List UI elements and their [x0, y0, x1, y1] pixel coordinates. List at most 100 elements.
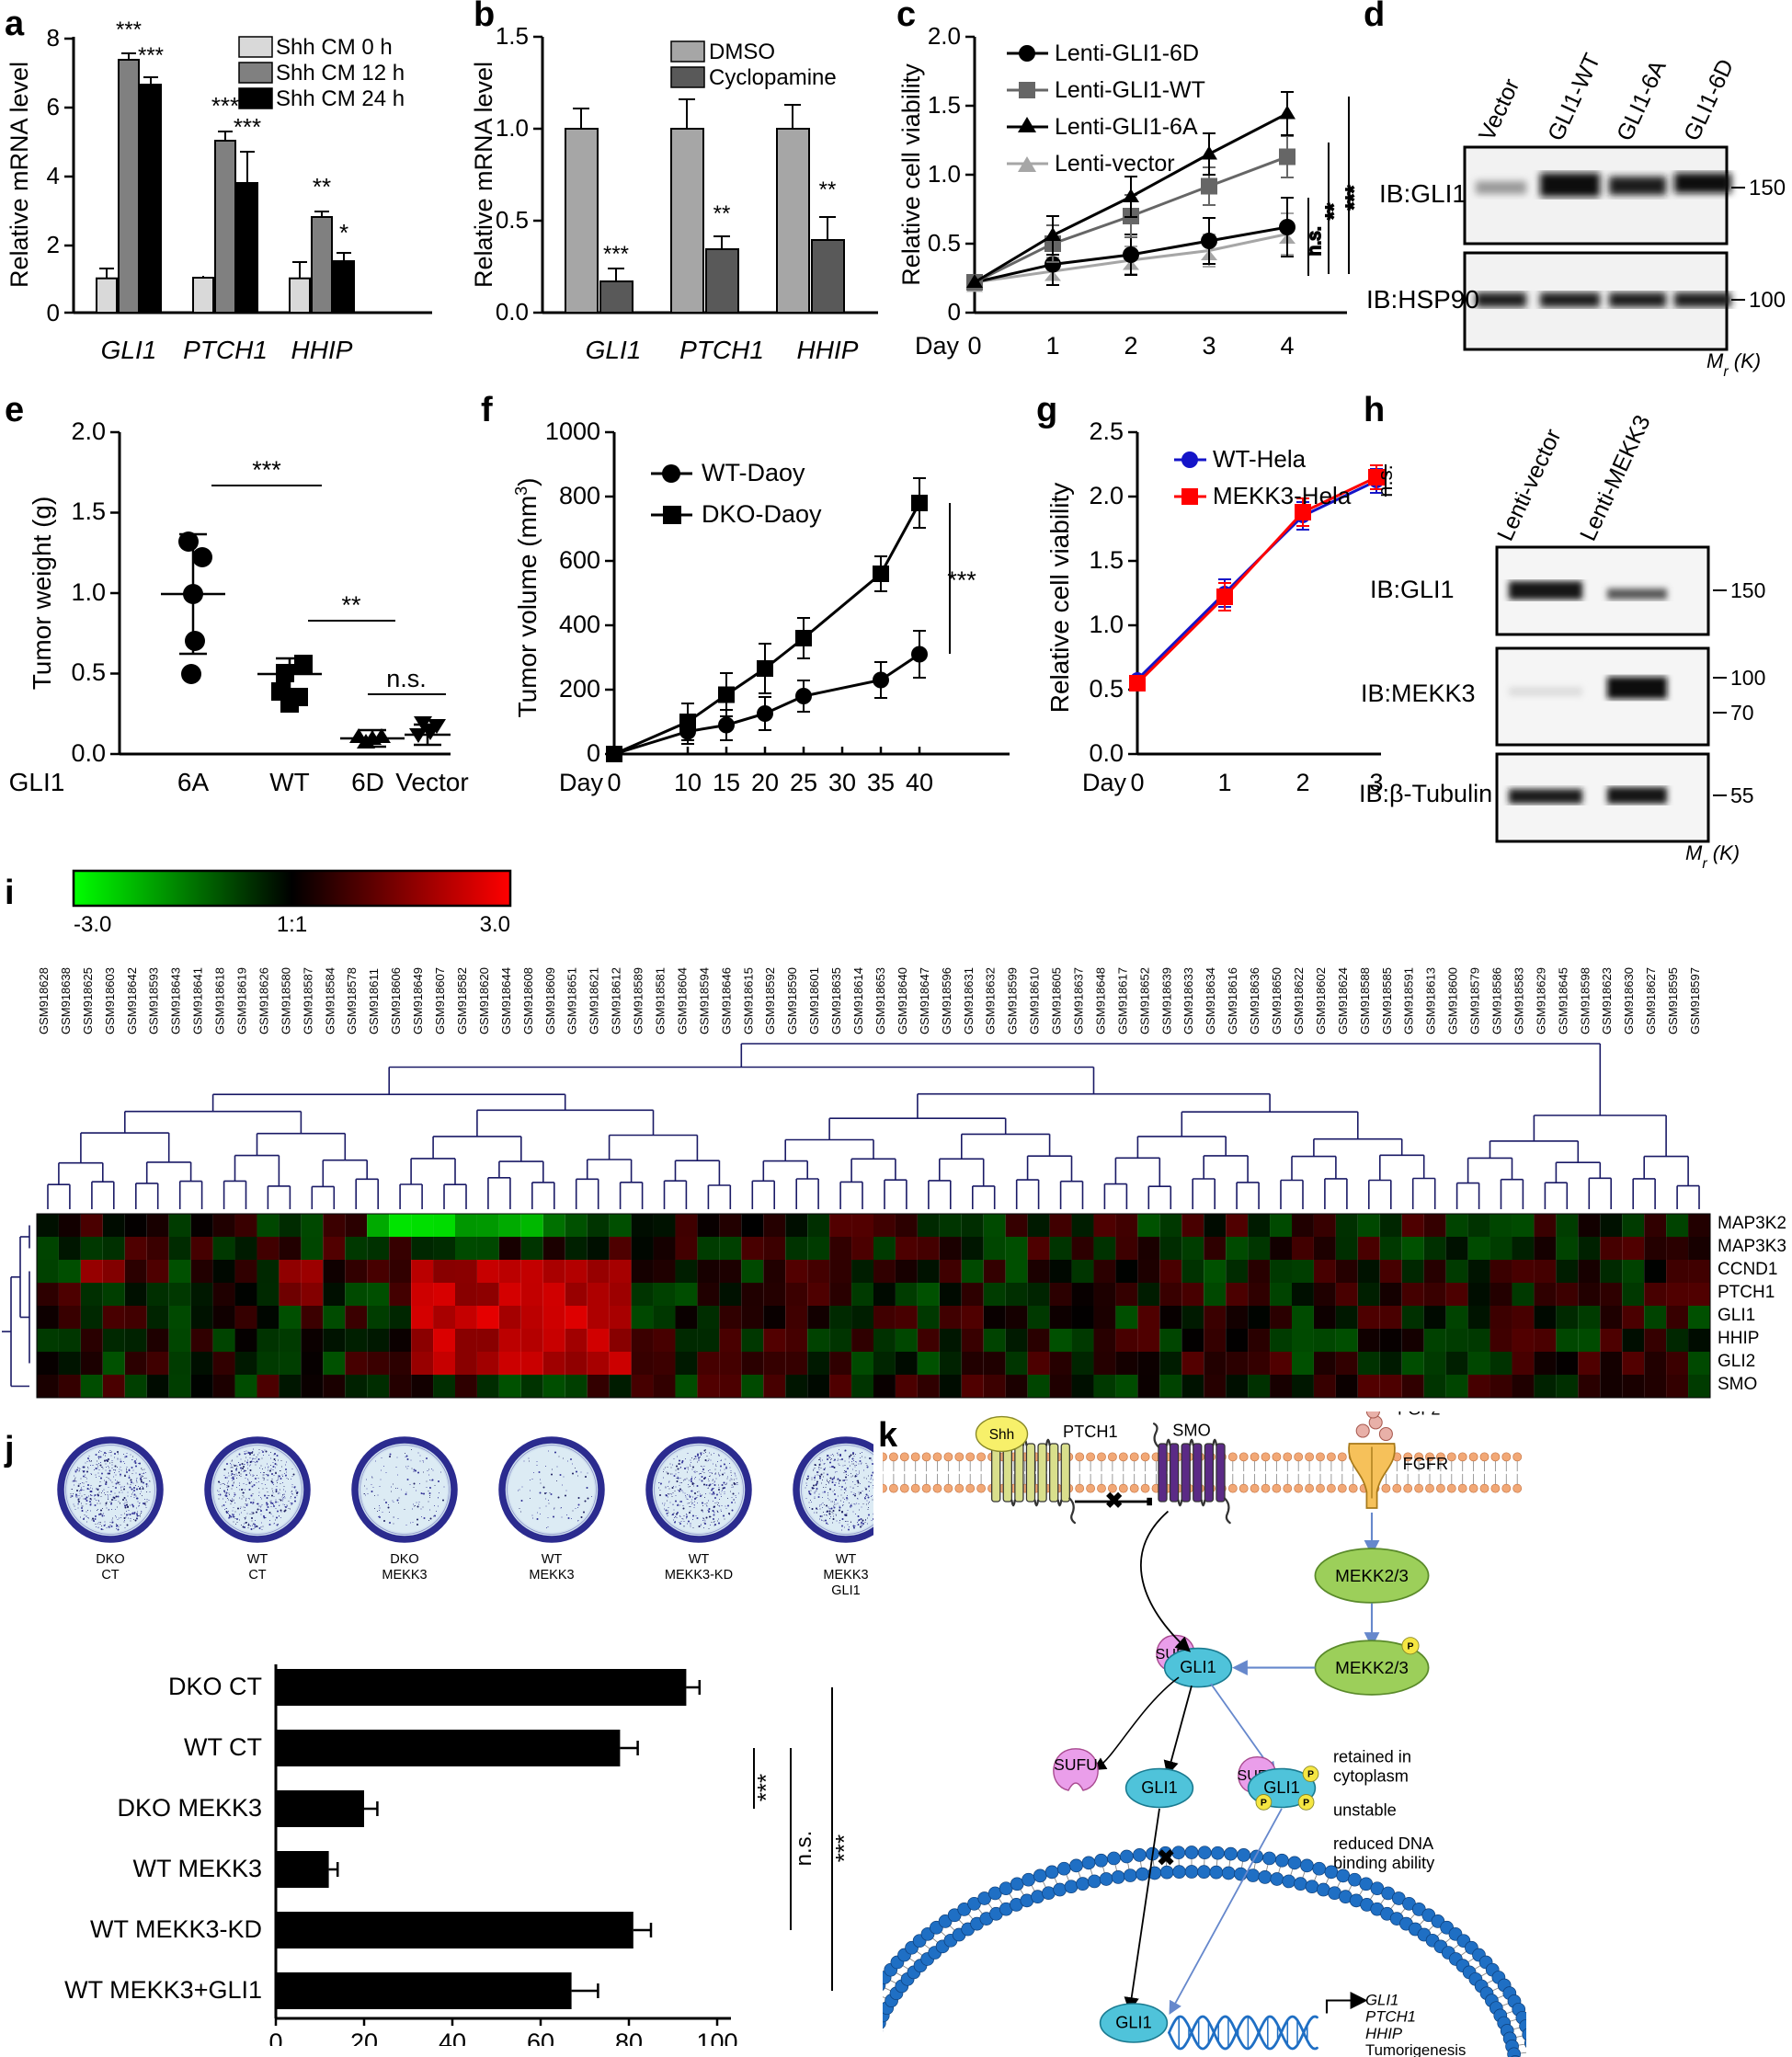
svg-text:MEKK3: MEKK3: [529, 1568, 574, 1583]
svg-text:WT-Hela: WT-Hela: [1213, 445, 1307, 473]
svg-text:WT: WT: [689, 1552, 710, 1567]
svg-text:20: 20: [751, 769, 779, 796]
svg-text:WT-Daoy: WT-Daoy: [702, 459, 805, 486]
svg-text:35: 35: [867, 769, 895, 796]
svg-text:WT MEKK3: WT MEKK3: [132, 1855, 262, 1882]
svg-text:2.0: 2.0: [928, 22, 961, 50]
svg-text:IB:MEKK3: IB:MEKK3: [1361, 680, 1476, 707]
svg-text:GSM918650: GSM918650: [1270, 967, 1284, 1034]
svg-text:IB:HSP90: IB:HSP90: [1366, 285, 1479, 314]
svg-text:GSM918586: GSM918586: [1490, 967, 1504, 1034]
svg-text:Lenti-GLI1-6A: Lenti-GLI1-6A: [1055, 114, 1198, 140]
svg-text:GSM918635: GSM918635: [829, 967, 843, 1034]
svg-text:GSM918623: GSM918623: [1600, 967, 1614, 1034]
svg-text:55: 55: [1730, 783, 1754, 807]
svg-text:Shh CM 0 h: Shh CM 0 h: [276, 35, 393, 60]
svg-text:100: 100: [1749, 288, 1786, 313]
svg-text:FGFR: FGFR: [1403, 1455, 1449, 1473]
svg-text:GSM918599: GSM918599: [1006, 967, 1020, 1034]
svg-text:MEKK3-KD: MEKK3-KD: [665, 1568, 733, 1583]
svg-text:GSM918626: GSM918626: [257, 967, 270, 1034]
svg-text:WT MEKK3+GLI1: WT MEKK3+GLI1: [64, 1976, 262, 2004]
svg-text:GSM918639: GSM918639: [1159, 967, 1173, 1034]
svg-text:0: 0: [607, 769, 621, 796]
svg-text:800: 800: [559, 482, 600, 509]
svg-text:Lenti-MEKK3: Lenti-MEKK3: [1575, 411, 1656, 544]
svg-text:GSM918616: GSM918616: [1226, 967, 1239, 1034]
svg-text:1.0: 1.0: [1089, 611, 1124, 638]
svg-text:GLI2: GLI2: [1718, 1352, 1755, 1371]
svg-text:GSM918625: GSM918625: [81, 967, 95, 1034]
svg-text:Day: Day: [559, 769, 604, 796]
svg-text:n.s.: n.s.: [792, 1831, 816, 1867]
svg-text:n.s.: n.s.: [1305, 226, 1325, 256]
svg-text:GSM918619: GSM918619: [235, 967, 249, 1034]
svg-text:0.0: 0.0: [496, 298, 529, 326]
svg-text:GSM918585: GSM918585: [1380, 967, 1394, 1034]
svg-text:GSM918584: GSM918584: [323, 967, 337, 1034]
svg-text:1.5: 1.5: [71, 497, 106, 525]
svg-text:2: 2: [1124, 332, 1137, 360]
svg-text:Shh CM 24 h: Shh CM 24 h: [276, 86, 405, 111]
svg-text:1.0: 1.0: [928, 160, 961, 188]
svg-text:150: 150: [1730, 578, 1765, 602]
svg-text:6A: 6A: [177, 768, 210, 796]
svg-text:IB:β-Tubulin: IB:β-Tubulin: [1359, 780, 1492, 807]
svg-text:GSM918643: GSM918643: [169, 967, 183, 1034]
svg-text:GSM918603: GSM918603: [103, 967, 117, 1034]
svg-text:GLI1: GLI1: [1115, 2014, 1151, 2032]
svg-text:GSM918631: GSM918631: [962, 967, 976, 1034]
svg-text:GSM918587: GSM918587: [301, 967, 314, 1034]
svg-text:2.0: 2.0: [71, 417, 106, 445]
svg-text:1.5: 1.5: [496, 22, 529, 50]
svg-text:Tumor volume (mm3): Tumor volume (mm3): [512, 478, 542, 718]
svg-text:Lenti-vector: Lenti-vector: [1055, 151, 1175, 177]
svg-text:-3.0: -3.0: [74, 912, 111, 937]
svg-text:GSM918609: GSM918609: [543, 967, 557, 1034]
svg-text:GLI1-6A: GLI1-6A: [1612, 56, 1672, 145]
svg-text:2: 2: [1295, 769, 1309, 796]
svg-text:P: P: [1303, 1797, 1309, 1808]
svg-text:GSM918647: GSM918647: [918, 967, 931, 1034]
svg-text:2.5: 2.5: [1089, 417, 1124, 445]
svg-text:GSM918610: GSM918610: [1028, 967, 1042, 1034]
svg-text:GSM918579: GSM918579: [1468, 967, 1482, 1034]
svg-text:1.0: 1.0: [496, 114, 529, 142]
svg-text:HHIP: HHIP: [797, 336, 859, 364]
svg-text:0.5: 0.5: [928, 229, 961, 257]
svg-text:Vector: Vector: [395, 768, 468, 796]
svg-text:reduced DNA: reduced DNA: [1333, 1834, 1434, 1853]
svg-text:**: **: [819, 177, 837, 202]
svg-text:GLI1: GLI1: [1718, 1306, 1755, 1325]
svg-text:0: 0: [587, 739, 600, 767]
svg-text:40: 40: [439, 2028, 466, 2046]
svg-text:HHIP: HHIP: [291, 336, 353, 364]
svg-text:CCND1: CCND1: [1718, 1260, 1777, 1279]
svg-text:Shh CM 12 h: Shh CM 12 h: [276, 61, 405, 86]
svg-text:***: ***: [234, 113, 261, 141]
svg-text:CT: CT: [248, 1568, 266, 1583]
svg-text:GSM918638: GSM918638: [59, 967, 73, 1034]
svg-text:GSM918590: GSM918590: [785, 967, 799, 1034]
svg-text:GSM918637: GSM918637: [1072, 967, 1086, 1034]
svg-text:15: 15: [713, 769, 740, 796]
svg-text:***: ***: [830, 1834, 858, 1862]
svg-text:***: ***: [947, 566, 976, 594]
svg-text:GLI1: GLI1: [1263, 1778, 1299, 1797]
svg-text:Lenti-GLI1-WT: Lenti-GLI1-WT: [1055, 77, 1205, 103]
svg-text:WT: WT: [836, 1552, 857, 1567]
svg-text:GSM918602: GSM918602: [1314, 967, 1328, 1034]
svg-text:6: 6: [47, 93, 60, 120]
svg-text:P: P: [1307, 1769, 1314, 1780]
svg-text:**: **: [713, 201, 731, 226]
svg-text:DKO-Daoy: DKO-Daoy: [702, 500, 822, 528]
svg-text:GSM918649: GSM918649: [411, 967, 425, 1034]
svg-text:1: 1: [1045, 332, 1059, 360]
svg-text:GSM918642: GSM918642: [125, 967, 139, 1034]
svg-text:GSM918592: GSM918592: [763, 967, 777, 1034]
svg-text:GSM918634: GSM918634: [1204, 967, 1217, 1034]
svg-text:4: 4: [47, 162, 60, 189]
svg-text:1.5: 1.5: [928, 91, 961, 119]
svg-text:1: 1: [1217, 769, 1231, 796]
svg-text:0: 0: [268, 2028, 282, 2046]
